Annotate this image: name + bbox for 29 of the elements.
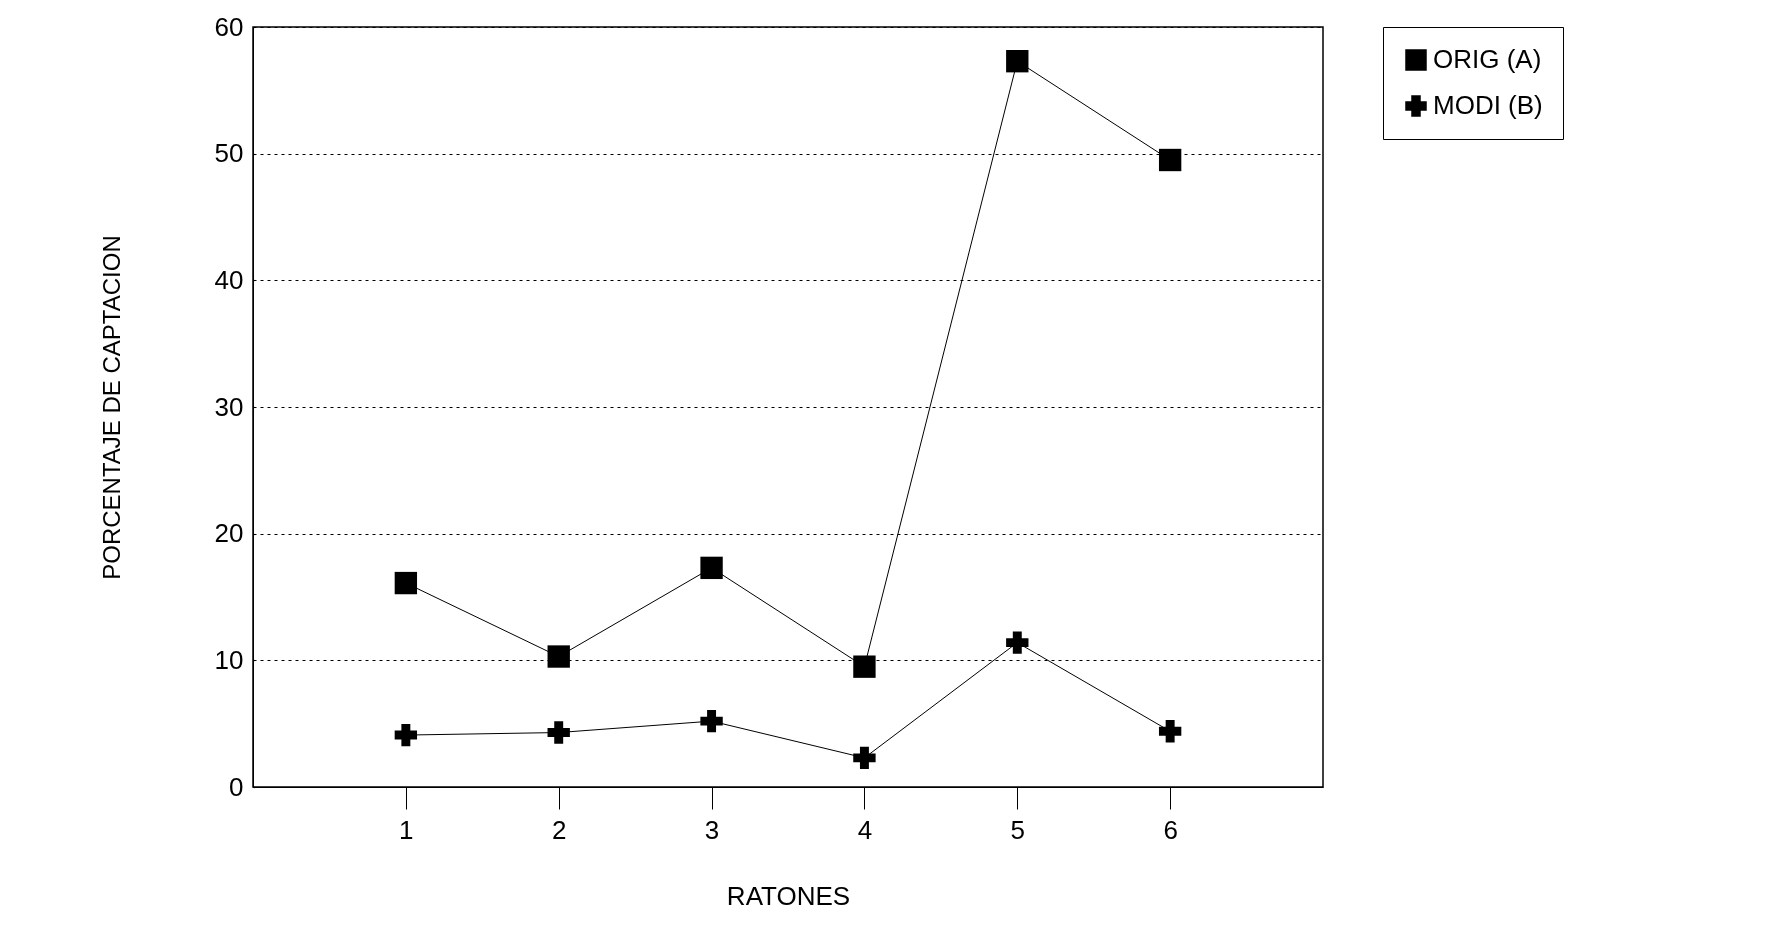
point [853, 655, 876, 678]
y-tick-label: 20 [214, 518, 244, 549]
y-axis-title: PORCENTAJE DE CAPTACION [97, 235, 125, 580]
point [700, 556, 723, 580]
point [547, 721, 570, 744]
x-tick-label: 3 [704, 814, 720, 845]
legend-label: ORIG (A) [1433, 44, 1542, 74]
point [1158, 720, 1182, 743]
point [1006, 50, 1029, 73]
point [853, 746, 876, 770]
y-tick-label: 60 [214, 11, 244, 42]
x-tick-label: 2 [551, 814, 567, 845]
x-tick-label: 6 [1163, 814, 1178, 845]
legend-label: MODI (B) [1433, 90, 1543, 120]
y-tick-label: 50 [214, 138, 244, 169]
x-tick-label: 1 [399, 814, 414, 845]
x-tick-label: 5 [1010, 814, 1026, 845]
point [394, 571, 418, 595]
y-tick-label: 30 [214, 391, 244, 422]
x-tick-label: 4 [857, 814, 873, 845]
point [700, 709, 723, 733]
point [547, 645, 570, 668]
y-tick-label: 0 [229, 771, 244, 802]
y-tick-label: 40 [214, 264, 244, 295]
y-tick-label: 10 [214, 644, 244, 675]
point [1006, 631, 1029, 654]
point [1158, 148, 1182, 172]
point [394, 723, 418, 747]
x-axis-title: RATONES [726, 880, 851, 911]
